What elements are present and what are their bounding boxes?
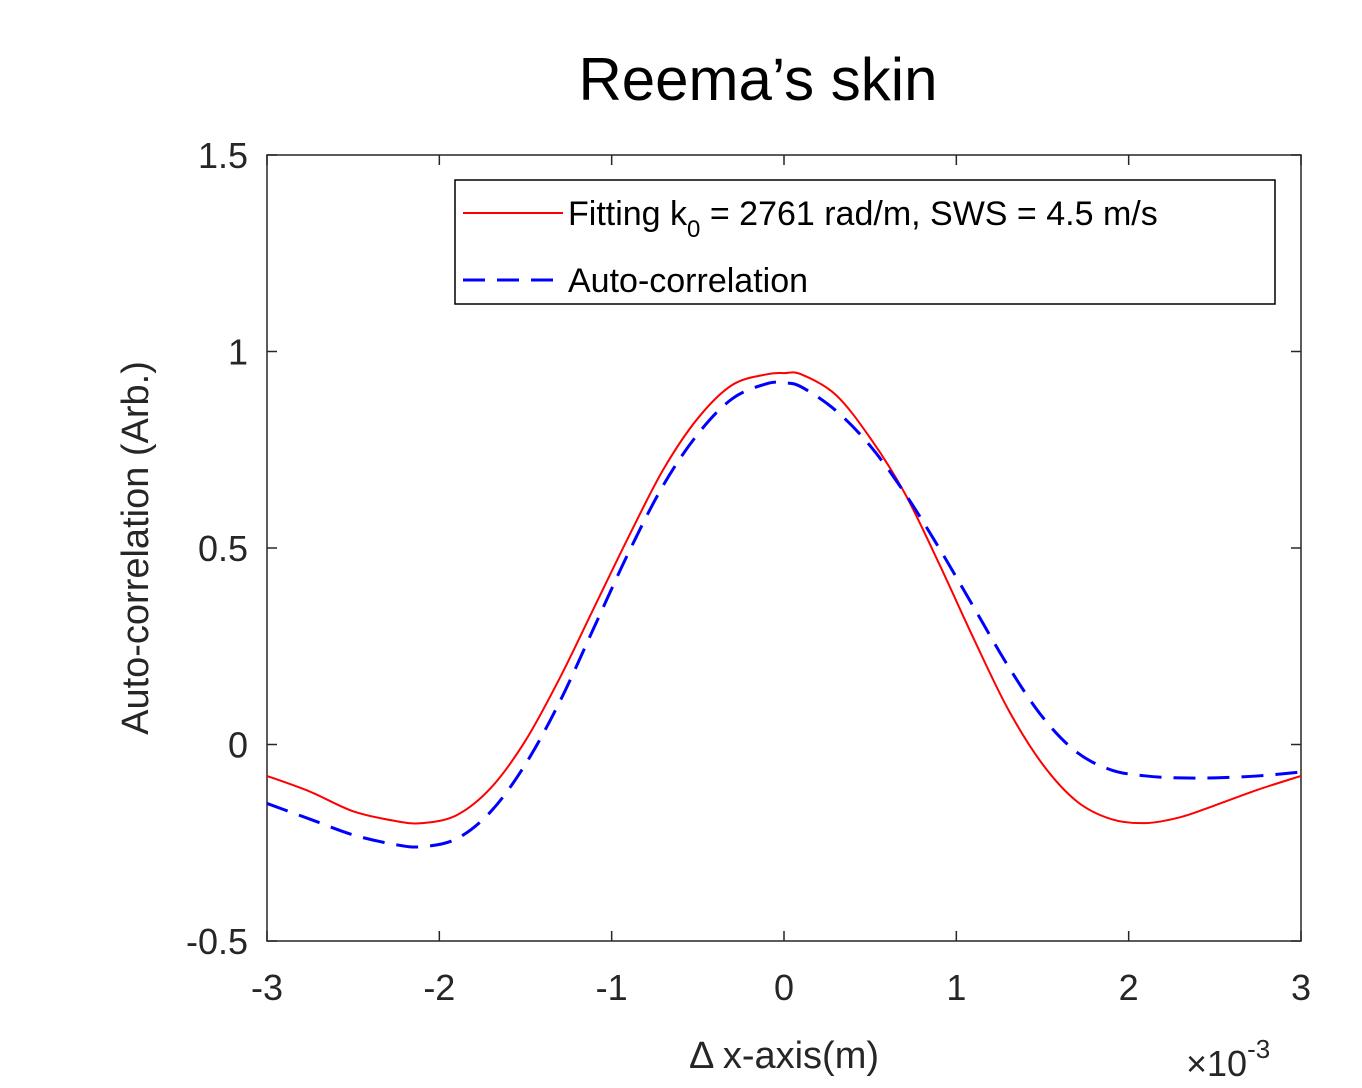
series-lines — [266, 371, 1302, 849]
legend-entry-autocorrelation: Auto-correlation — [568, 262, 808, 300]
y-tick-label: 0.5 — [198, 528, 248, 569]
x-tick-label: 2 — [1119, 967, 1139, 1008]
series-line-fitting — [266, 371, 1302, 825]
x-tick-label: -3 — [251, 967, 283, 1008]
x-multiplier: ×10-3 — [1186, 1034, 1270, 1084]
x-tick-label: -1 — [596, 967, 628, 1008]
y-axis-label: Auto-correlation (Arb.) — [115, 361, 157, 735]
legend: Fitting k0 = 2761 rad/m, SWS = 4.5 m/s A… — [454, 179, 1276, 305]
legend-box — [454, 179, 1276, 305]
x-tick-label: -2 — [423, 967, 455, 1008]
y-tick-label: 0 — [228, 725, 248, 766]
chart-title: Reema’s skin — [578, 46, 937, 113]
x-tick-label: 1 — [946, 967, 966, 1008]
x-axis-label: Δ x-axis(m) — [689, 1035, 879, 1077]
y-tick-label: 1 — [228, 332, 248, 373]
series-line-autocorrelation — [266, 380, 1302, 849]
y-tick-label: 1.5 — [198, 135, 248, 176]
y-tick-label: -0.5 — [186, 921, 248, 962]
x-tick-label: 3 — [1291, 967, 1311, 1008]
ticks: -3 -2 -1 0 1 2 3 -0.5 0 0.5 1 1.5 — [186, 135, 1311, 1008]
legend-entry-fitting: Fitting k0 = 2761 rad/m, SWS = 4.5 m/s — [568, 195, 1158, 243]
x-tick-label: 0 — [774, 967, 794, 1008]
